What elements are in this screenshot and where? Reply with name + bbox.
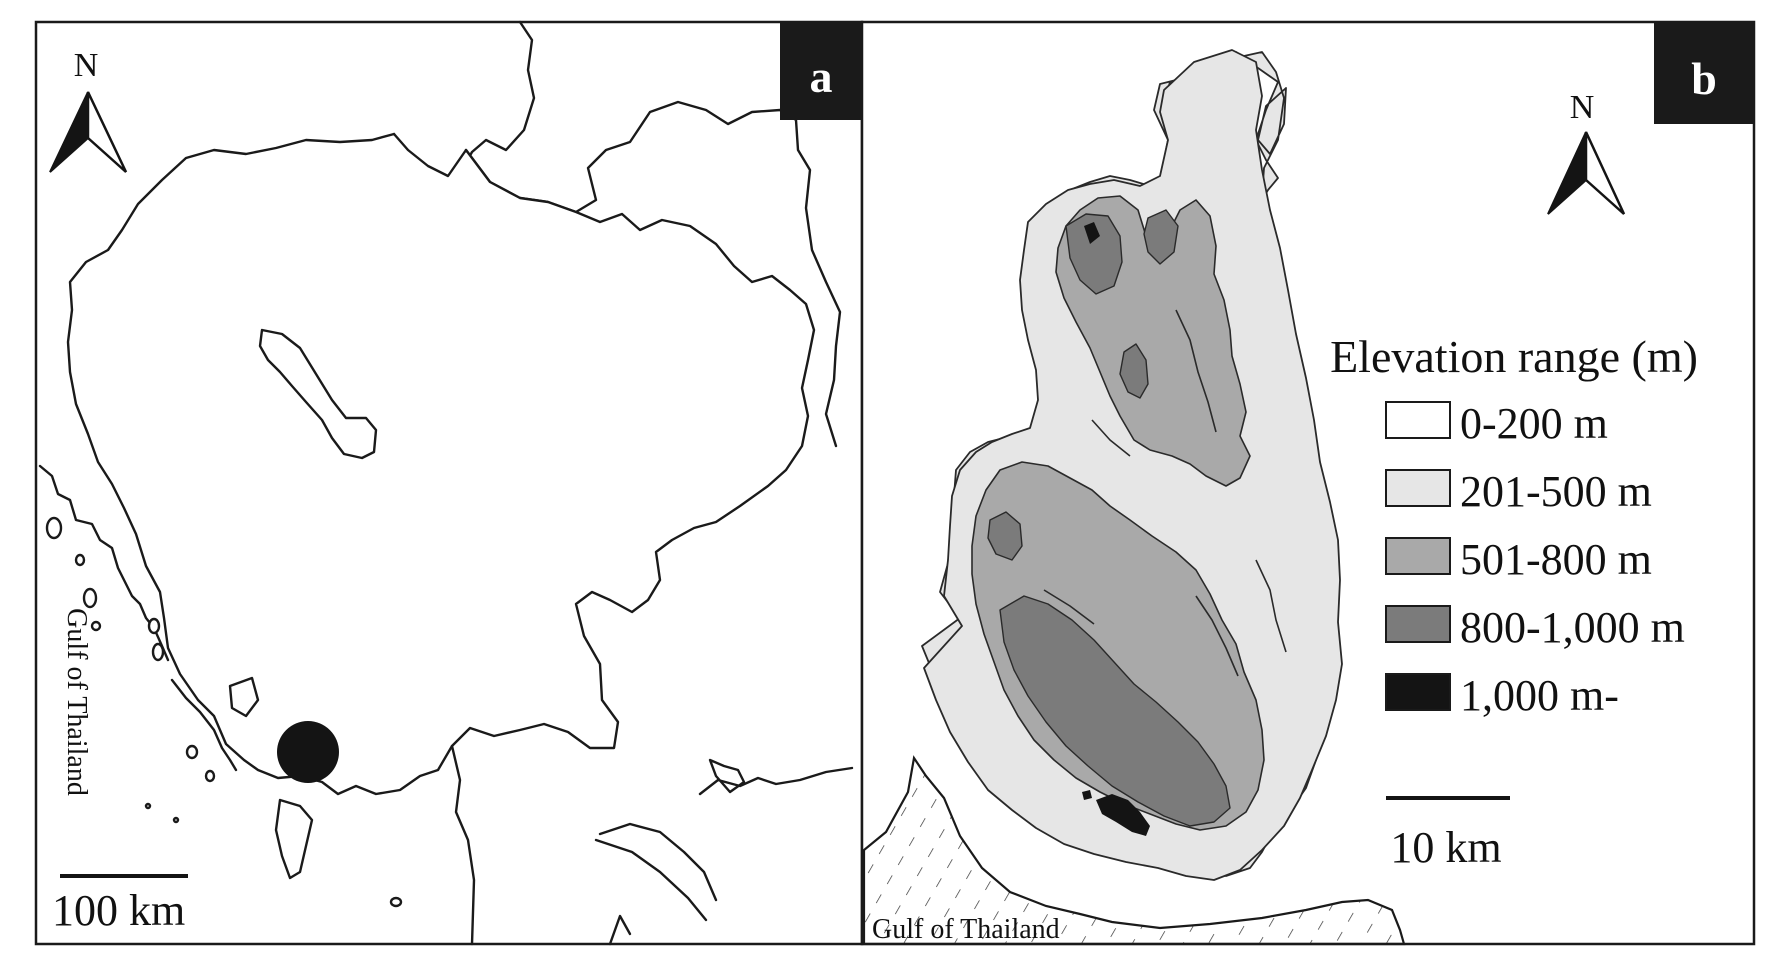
contour-line — [1091, 419, 1131, 457]
panel-b-label: b — [1691, 53, 1717, 104]
island — [144, 802, 152, 810]
elevation-800-1000 — [987, 209, 1231, 827]
north-label-b: N — [1570, 89, 1595, 126]
contour-line — [1195, 595, 1239, 677]
east-estuary — [708, 758, 746, 794]
coastal-lowland — [862, 755, 1406, 946]
legend-label: 501-800 m — [1460, 535, 1652, 584]
legend-swatch — [1385, 673, 1451, 711]
gulf-label-a: Gulf of Thailand — [61, 608, 92, 796]
eastern-border-line — [464, 100, 842, 448]
legend-item: 201-500 m — [1385, 467, 1652, 516]
legend-label: 1,000 m- — [1460, 671, 1619, 720]
north-arrow-b: N — [1547, 89, 1626, 215]
panel-b-label-box — [1654, 22, 1754, 124]
island — [147, 617, 161, 635]
scale-label-a: 100 km — [52, 886, 185, 935]
mekong-delta-coast — [598, 822, 718, 902]
island — [389, 896, 403, 908]
legend-label: 800-1,000 m — [1460, 603, 1685, 652]
study-site-marker — [277, 721, 339, 783]
southwest-coastline — [170, 678, 238, 772]
gulf-label-b: Gulf of Thailand — [872, 914, 1060, 945]
north-arrow-a: N — [49, 47, 128, 173]
delta-island — [608, 914, 632, 946]
island — [82, 587, 98, 609]
legend-swatch — [1385, 401, 1451, 439]
island — [74, 553, 86, 567]
mekong-delta-coast — [594, 838, 708, 922]
legend-title: Elevation range (m) — [1330, 331, 1698, 382]
legend-item: 0-200 m — [1385, 399, 1608, 448]
legend-item: 1,000 m- — [1385, 671, 1619, 720]
southeast-coastline — [450, 744, 476, 946]
elevation-legend: Elevation range (m) 0-200 m 201-500 m 50… — [1330, 331, 1698, 720]
legend-swatch — [1385, 469, 1451, 507]
island — [204, 769, 216, 783]
island — [151, 642, 165, 662]
contour-line — [1255, 559, 1287, 653]
panel-a-label: a — [810, 51, 833, 102]
legend-swatch — [1385, 537, 1451, 575]
contour-line — [1043, 589, 1095, 625]
country-outline — [66, 132, 816, 796]
island — [185, 744, 199, 760]
panel-b: N Elevation range (m) 0-200 m 201-500 m … — [860, 20, 1756, 946]
legend-item: 501-800 m — [1385, 535, 1652, 584]
legend-item: 800-1,000 m — [1385, 603, 1685, 652]
island — [90, 620, 102, 632]
island — [172, 816, 180, 824]
panel-a: N 100 km Gulf of Thailand a — [34, 20, 864, 946]
island — [228, 676, 260, 718]
island — [45, 516, 63, 540]
panel-a-label-box — [780, 22, 862, 120]
contour-line — [1175, 309, 1217, 433]
legend-label: 0-200 m — [1460, 399, 1608, 448]
tonle-sap-lake — [258, 328, 378, 460]
legend-label: 201-500 m — [1460, 467, 1652, 516]
scale-label-b: 10 km — [1390, 823, 1501, 872]
legend-swatch — [1385, 605, 1451, 643]
north-label-a: N — [74, 47, 99, 84]
island — [274, 798, 314, 880]
